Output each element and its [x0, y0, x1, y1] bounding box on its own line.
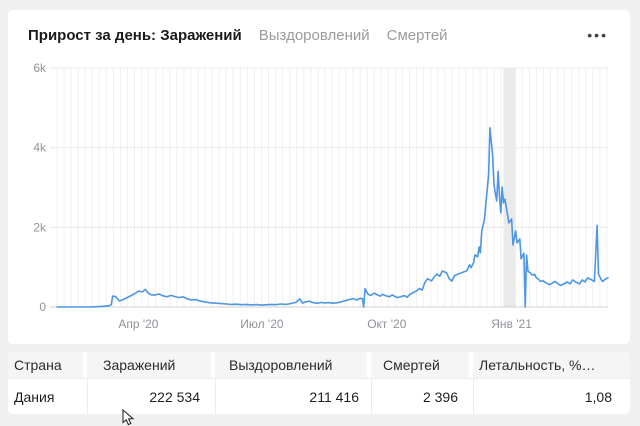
cell-lethality: 1,08 — [473, 379, 630, 414]
tab-recovered[interactable]: Выздоровлений — [258, 26, 370, 44]
tab-deaths[interactable]: Смертей — [386, 26, 448, 44]
chart-header: Прирост за день: Заражений Выздоровлений… — [28, 23, 610, 47]
chart-card: Прирост за день: Заражений Выздоровлений… — [8, 10, 630, 344]
y-axis-label: 6k — [33, 61, 47, 75]
chart-title-active-tab[interactable]: Прирост за день: Заражений — [28, 26, 242, 44]
mouse-cursor-icon — [122, 409, 135, 426]
cell-country: Дания — [14, 388, 55, 405]
column-header-lethality: Летальность, %… — [473, 352, 630, 378]
table-row[interactable]: Дания 222 534 211 416 2 396 1,08 — [8, 378, 630, 414]
y-axis-label: 2k — [33, 220, 47, 234]
daily-increase-line-chart[interactable]: 6k 4k 2k 0 Апр '20 Июл '20 Окт '20 Янв '21 — [8, 10, 630, 344]
overflow-menu-icon[interactable]: ••• — [587, 27, 608, 43]
table-header-row: Страна Заражений Выздоровлений Смертей Л… — [8, 352, 630, 378]
cell-deaths: 2 396 — [371, 379, 473, 414]
column-header-recovered: Выздоровлений — [215, 352, 367, 378]
x-axis-label: Янв '21 — [491, 317, 532, 331]
column-header-deaths: Смертей — [371, 352, 469, 378]
x-axis-label: Апр '20 — [118, 317, 158, 331]
chart-line — [56, 127, 609, 308]
plot-band — [503, 68, 516, 307]
country-stats-table: Страна Заражений Выздоровлений Смертей Л… — [8, 352, 630, 414]
cell-recovered: 211 416 — [215, 379, 371, 414]
y-axis-label: 0 — [39, 300, 46, 314]
column-header-infected: Заражений — [87, 352, 211, 378]
x-axis-label: Окт '20 — [367, 317, 407, 331]
cell-infected: 222 534 — [87, 379, 215, 414]
column-header-country: Страна — [8, 352, 83, 378]
y-axis-label: 4k — [33, 141, 47, 155]
x-axis-label: Июл '20 — [240, 317, 284, 331]
